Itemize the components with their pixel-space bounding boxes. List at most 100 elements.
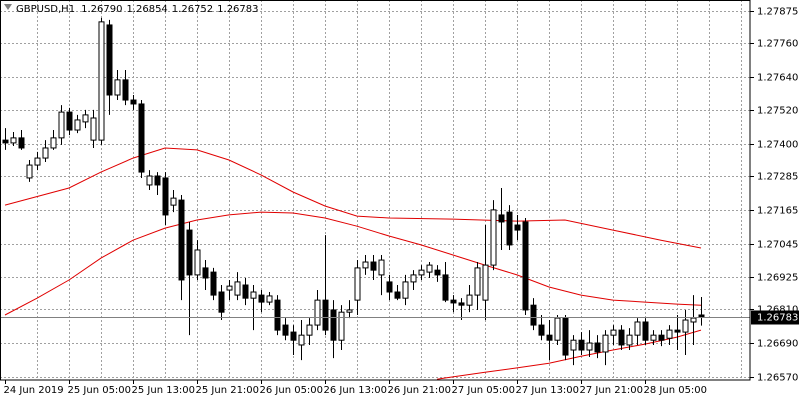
candle-body xyxy=(106,24,113,96)
candle-body xyxy=(242,284,249,299)
candle-body xyxy=(202,267,209,279)
y-tick-label: 1.27760 xyxy=(757,39,798,50)
candle-body xyxy=(682,319,689,333)
symbol-icon xyxy=(4,4,12,10)
candle-body xyxy=(546,334,553,341)
candle-body xyxy=(138,103,145,173)
candle-body xyxy=(498,214,505,223)
candle-body xyxy=(442,274,449,301)
candle-body xyxy=(98,21,105,141)
candle-body xyxy=(426,264,433,273)
candle-body xyxy=(338,311,345,341)
chart-header: GBPUSD,H1 1.26790 1.26854 1.26752 1.26783 xyxy=(16,4,259,15)
y-tick-label: 1.27285 xyxy=(757,172,798,183)
candle-body xyxy=(154,175,161,186)
candle-body xyxy=(402,281,409,299)
candle-body xyxy=(290,331,297,341)
candle-body xyxy=(130,99,137,105)
x-tick-label: 28 Jun 05:00 xyxy=(644,385,708,396)
candle-body xyxy=(570,339,577,351)
low-label: 1.26752 xyxy=(172,4,213,15)
candle-body xyxy=(266,295,273,303)
y-tick-label: 1.27640 xyxy=(757,73,798,84)
plot-area xyxy=(0,17,750,380)
candle-body xyxy=(2,139,9,144)
candle-body xyxy=(690,317,697,323)
y-tick-label: 1.27520 xyxy=(757,106,798,117)
x-tick-label: 26 Jun 13:00 xyxy=(324,385,388,396)
candle-body xyxy=(538,324,545,336)
candle-body xyxy=(626,334,633,346)
plot-frame xyxy=(0,0,751,381)
x-tick-label: 25 Jun 13:00 xyxy=(132,385,196,396)
candle-body xyxy=(34,157,41,166)
last-price-label: 1.26783 xyxy=(757,313,798,324)
candle-body xyxy=(410,274,417,283)
x-tick-label: 25 Jun 21:00 xyxy=(196,385,260,396)
candle-body xyxy=(578,339,585,351)
candle-body xyxy=(450,299,457,304)
moving-average xyxy=(4,211,702,316)
candle-body xyxy=(370,261,377,271)
y-tick-label: 1.26810 xyxy=(757,305,798,316)
candle-body xyxy=(170,197,177,206)
candle-body xyxy=(394,291,401,299)
last-price-box xyxy=(751,310,799,325)
candle-body xyxy=(66,111,73,131)
candle-body xyxy=(122,79,129,101)
candle-body xyxy=(322,299,329,331)
candle-body xyxy=(74,119,81,131)
candle-body xyxy=(354,267,361,301)
candle-body xyxy=(658,334,665,341)
candle-body xyxy=(530,304,537,326)
chart-title: GBPUSD,H1 xyxy=(16,4,75,15)
candle-body xyxy=(666,329,673,339)
candle-body xyxy=(162,177,169,216)
candle-body xyxy=(226,285,233,291)
x-tick-label: 27 Jun 05:00 xyxy=(452,385,516,396)
x-tick-label: 26 Jun 05:00 xyxy=(260,385,324,396)
candle-body xyxy=(618,329,625,346)
candle-body xyxy=(474,267,481,296)
candle-body xyxy=(418,269,425,276)
candle-body xyxy=(146,175,153,186)
candle-body xyxy=(314,299,321,326)
candle-body xyxy=(482,264,489,301)
candle-body xyxy=(58,111,65,139)
candle-body xyxy=(586,342,593,351)
candle-body xyxy=(514,224,521,231)
candle-body xyxy=(562,317,569,356)
candle-body xyxy=(90,117,97,141)
candle-body xyxy=(602,334,609,353)
moving-average xyxy=(4,147,702,249)
candle-body xyxy=(594,342,601,353)
candle-body xyxy=(218,291,225,313)
candle-body xyxy=(50,137,57,149)
y-tick-label: 1.26690 xyxy=(757,339,798,350)
candle-body xyxy=(378,259,385,276)
high-label: 1.26854 xyxy=(126,4,167,15)
candle-body xyxy=(362,261,369,269)
candle-body xyxy=(42,147,49,159)
x-tick-label: 26 Jun 21:00 xyxy=(388,385,452,396)
x-tick-label: 25 Jun 05:00 xyxy=(68,385,132,396)
candle-body xyxy=(194,249,201,276)
candle-body xyxy=(522,221,529,311)
candle-body xyxy=(114,79,121,96)
y-tick-label: 1.27165 xyxy=(757,206,798,217)
candle-body xyxy=(178,199,185,281)
candle-body xyxy=(306,324,313,336)
close-label: 1.26783 xyxy=(217,4,258,15)
candle-body xyxy=(274,299,281,331)
y-tick-label: 1.27875 xyxy=(757,7,798,18)
candle-body xyxy=(466,294,473,306)
candle-body xyxy=(490,209,497,266)
candle-body xyxy=(634,321,641,336)
candle-body xyxy=(650,334,657,341)
y-tick-label: 1.27400 xyxy=(757,140,798,151)
candle-body xyxy=(82,114,89,123)
candle-body xyxy=(698,314,705,318)
candle-body xyxy=(10,137,17,144)
